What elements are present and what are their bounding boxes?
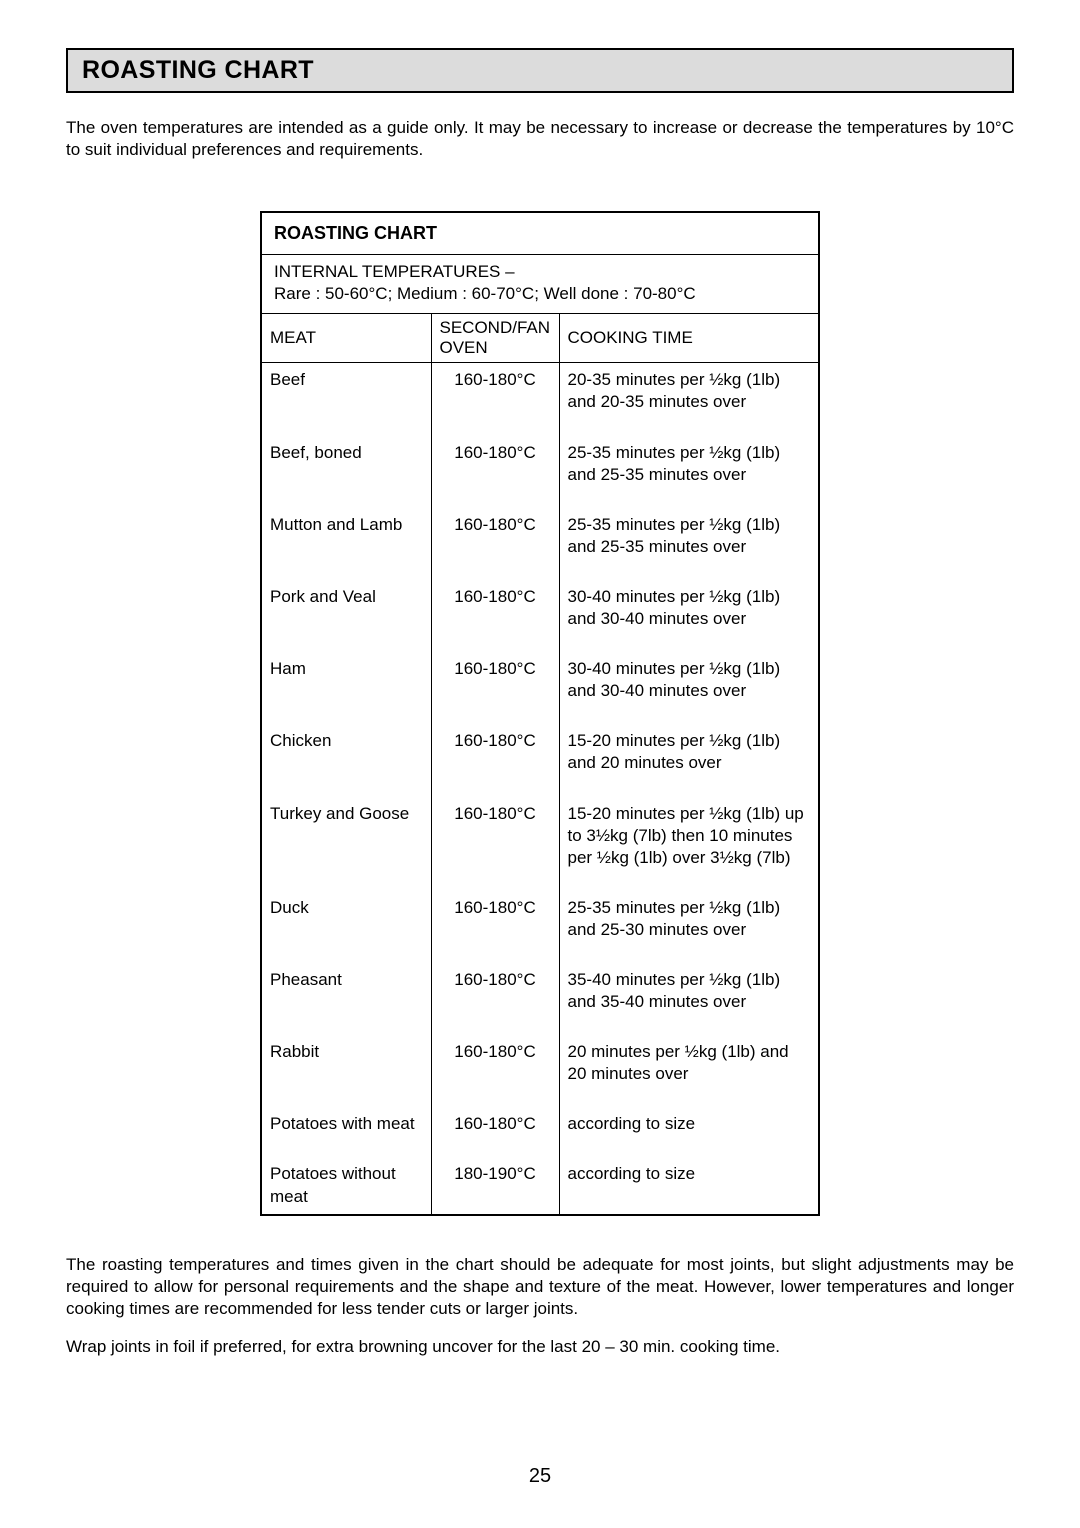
cell-meat: Beef	[261, 363, 431, 436]
cell-meat: Potatoes with meat	[261, 1107, 431, 1157]
intro-paragraph: The oven temperatures are intended as a …	[66, 117, 1014, 161]
cell-meat: Mutton and Lamb	[261, 508, 431, 580]
cell-meat: Pheasant	[261, 963, 431, 1035]
cell-time: 25-35 minutes per ½kg (1lb) and 25-35 mi…	[559, 436, 819, 508]
table-row: Beef, boned160-180°C25-35 minutes per ½k…	[261, 436, 819, 508]
table-row: Potatoes with meat160-180°Caccording to …	[261, 1107, 819, 1157]
notes-paragraph-1: The roasting temperatures and times give…	[66, 1254, 1014, 1320]
page-number: 25	[0, 1465, 1080, 1488]
table-row: Turkey and Goose160-180°C15-20 minutes p…	[261, 797, 819, 891]
cell-time: 20 minutes per ½kg (1lb) and 20 minutes …	[559, 1035, 819, 1107]
column-header-oven: SECOND/FAN OVEN	[431, 314, 559, 363]
subheading-line-2: Rare : 50-60°C; Medium : 60-70°C; Well d…	[274, 284, 696, 303]
cell-oven: 160-180°C	[431, 1035, 559, 1107]
cell-oven: 160-180°C	[431, 797, 559, 891]
cell-time: 35-40 minutes per ½kg (1lb) and 35-40 mi…	[559, 963, 819, 1035]
column-header-meat: MEAT	[261, 314, 431, 363]
cell-time: 15-20 minutes per ½kg (1lb) up to 3½kg (…	[559, 797, 819, 891]
table-row: Chicken160-180°C15-20 minutes per ½kg (1…	[261, 724, 819, 796]
table-row: Beef160-180°C20-35 minutes per ½kg (1lb)…	[261, 363, 819, 436]
table-row: Potatoes without meat180-190°Caccording …	[261, 1157, 819, 1214]
cell-oven: 160-180°C	[431, 580, 559, 652]
cell-meat: Turkey and Goose	[261, 797, 431, 891]
cell-time: 15-20 minutes per ½kg (1lb) and 20 minut…	[559, 724, 819, 796]
subheading-line-1: INTERNAL TEMPERATURES –	[274, 262, 515, 281]
cell-oven: 160-180°C	[431, 436, 559, 508]
column-header-time: COOKING TIME	[559, 314, 819, 363]
section-title-banner: ROASTING CHART	[66, 48, 1014, 93]
cell-time: according to size	[559, 1157, 819, 1214]
cell-oven: 160-180°C	[431, 724, 559, 796]
section-title: ROASTING CHART	[82, 56, 998, 85]
cell-time: according to size	[559, 1107, 819, 1157]
cell-time: 20-35 minutes per ½kg (1lb) and 20-35 mi…	[559, 363, 819, 436]
cell-oven: 160-180°C	[431, 363, 559, 436]
cell-oven: 160-180°C	[431, 508, 559, 580]
cell-time: 30-40 minutes per ½kg (1lb) and 30-40 mi…	[559, 652, 819, 724]
table-title: ROASTING CHART	[261, 212, 819, 255]
roasting-chart-table: ROASTING CHART INTERNAL TEMPERATURES – R…	[260, 211, 820, 1215]
cell-oven: 160-180°C	[431, 1107, 559, 1157]
cell-oven: 160-180°C	[431, 652, 559, 724]
notes-section: The roasting temperatures and times give…	[66, 1254, 1014, 1358]
cell-meat: Duck	[261, 891, 431, 963]
cell-oven: 160-180°C	[431, 891, 559, 963]
table-subheading: INTERNAL TEMPERATURES – Rare : 50-60°C; …	[261, 255, 819, 314]
table-row: Ham160-180°C30-40 minutes per ½kg (1lb) …	[261, 652, 819, 724]
table-row: Pheasant160-180°C35-40 minutes per ½kg (…	[261, 963, 819, 1035]
cell-meat: Potatoes without meat	[261, 1157, 431, 1214]
cell-time: 30-40 minutes per ½kg (1lb) and 30-40 mi…	[559, 580, 819, 652]
cell-oven: 180-190°C	[431, 1157, 559, 1214]
table-header-row: MEAT SECOND/FAN OVEN COOKING TIME	[261, 314, 819, 363]
cell-meat: Chicken	[261, 724, 431, 796]
table-row: Mutton and Lamb160-180°C25-35 minutes pe…	[261, 508, 819, 580]
table-row: Pork and Veal160-180°C30-40 minutes per …	[261, 580, 819, 652]
table-row: Duck160-180°C25-35 minutes per ½kg (1lb)…	[261, 891, 819, 963]
cell-oven: 160-180°C	[431, 963, 559, 1035]
cell-meat: Beef, boned	[261, 436, 431, 508]
cell-meat: Ham	[261, 652, 431, 724]
cell-time: 25-35 minutes per ½kg (1lb) and 25-35 mi…	[559, 508, 819, 580]
notes-paragraph-2: Wrap joints in foil if preferred, for ex…	[66, 1336, 1014, 1358]
cell-meat: Pork and Veal	[261, 580, 431, 652]
cell-meat: Rabbit	[261, 1035, 431, 1107]
cell-time: 25-35 minutes per ½kg (1lb) and 25-30 mi…	[559, 891, 819, 963]
table-row: Rabbit160-180°C20 minutes per ½kg (1lb) …	[261, 1035, 819, 1107]
